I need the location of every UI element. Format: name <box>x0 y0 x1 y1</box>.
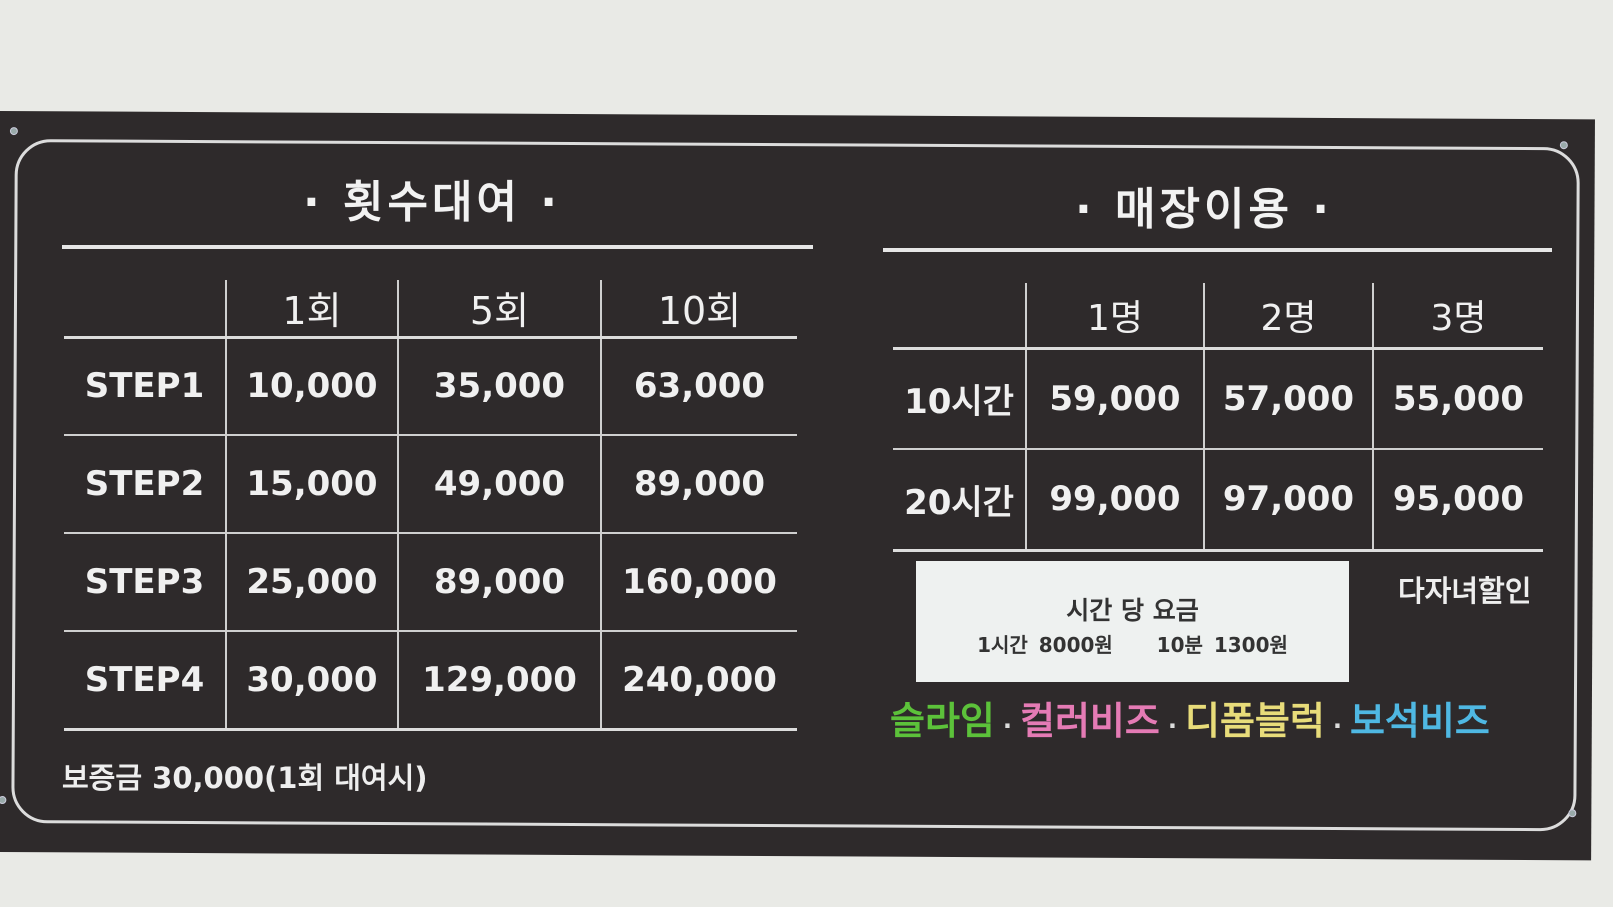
store-title: · 매장이용 · <box>1075 184 1333 235</box>
price-cell: 63,000 <box>600 337 797 436</box>
price-cell: 59,000 <box>1025 348 1204 450</box>
separator: · <box>1332 712 1342 740</box>
price-cell: 89,000 <box>397 533 601 632</box>
header-cell <box>893 283 1026 350</box>
table-header-row: 1명 2명 3명 <box>893 283 1543 350</box>
price-cell: 49,000 <box>397 435 601 534</box>
screw-icon <box>0 796 7 805</box>
price-cell: 95,000 <box>1372 449 1543 552</box>
price-cell: 97,000 <box>1203 449 1373 552</box>
header-cell: 10회 <box>600 280 797 339</box>
price-cell: 10,000 <box>225 337 398 436</box>
header-cell: 5회 <box>397 280 601 339</box>
product-gem-beads: 보석비즈 <box>1349 699 1490 743</box>
product-color-beads: 컬러비즈 <box>1020 699 1160 743</box>
table-row: STEP2 15,000 49,000 89,000 <box>64 435 797 534</box>
rental-price-table: 1회 5회 10회 STEP1 10,000 35,000 63,000 STE… <box>64 280 797 731</box>
header-cell: 1회 <box>225 280 398 339</box>
row-label: STEP2 <box>64 435 226 534</box>
price-cell: 240,000 <box>600 631 797 731</box>
separator: · <box>1002 712 1013 740</box>
price-cell: 15,000 <box>225 435 398 534</box>
store-price-table: 1명 2명 3명 10시간 59,000 57,000 55,000 20시간 … <box>893 283 1543 552</box>
deposit-note: 보증금 30,000(1회 대여시) <box>62 761 428 795</box>
screw-icon <box>1559 141 1568 150</box>
table-row: STEP1 10,000 35,000 63,000 <box>64 337 797 436</box>
header-cell <box>64 280 226 339</box>
price-cell: 89,000 <box>600 435 797 534</box>
price-cell: 57,000 <box>1203 348 1373 450</box>
table-row: STEP4 30,000 129,000 240,000 <box>64 631 797 731</box>
table-row: STEP3 25,000 89,000 160,000 <box>64 533 797 632</box>
hourly-rate-detail: 1시간 8000원 10분 1300원 <box>977 633 1288 657</box>
rental-title: · 횟수대여 · <box>303 177 561 228</box>
price-cell: 160,000 <box>600 533 797 632</box>
product-list: 슬라임 · 컬러비즈 · 디폼블럭 · 보석비즈 <box>890 690 1490 745</box>
row-label: STEP4 <box>64 631 226 731</box>
rental-divider <box>62 245 813 249</box>
header-cell: 2명 <box>1203 283 1373 350</box>
price-cell: 25,000 <box>225 533 398 632</box>
separator: · <box>1167 712 1177 740</box>
header-cell: 1명 <box>1025 283 1204 350</box>
product-slime: 슬라임 <box>890 699 995 743</box>
store-divider <box>883 248 1552 252</box>
price-cell: 35,000 <box>397 337 601 436</box>
row-label: 20시간 <box>893 449 1026 552</box>
price-cell: 129,000 <box>397 631 601 731</box>
table-row: 20시간 99,000 97,000 95,000 <box>893 449 1543 552</box>
screw-icon <box>1568 809 1577 818</box>
hourly-rate-note: 시간 당 요금 1시간 8000원 10분 1300원 <box>916 561 1349 682</box>
row-label: STEP1 <box>64 337 226 436</box>
price-cell: 99,000 <box>1025 449 1204 552</box>
row-label: STEP3 <box>64 533 226 632</box>
header-cell: 3명 <box>1372 283 1543 350</box>
price-cell: 30,000 <box>225 631 398 731</box>
screw-icon <box>9 127 18 136</box>
table-header-row: 1회 5회 10회 <box>64 280 797 339</box>
price-cell: 55,000 <box>1372 348 1543 450</box>
multi-child-discount: 다자녀할인 <box>1398 574 1532 608</box>
row-label: 10시간 <box>893 348 1026 450</box>
product-deform-block: 디폼블럭 <box>1184 699 1325 743</box>
table-row: 10시간 59,000 57,000 55,000 <box>893 348 1543 450</box>
hourly-rate-title: 시간 당 요금 <box>1066 596 1199 625</box>
